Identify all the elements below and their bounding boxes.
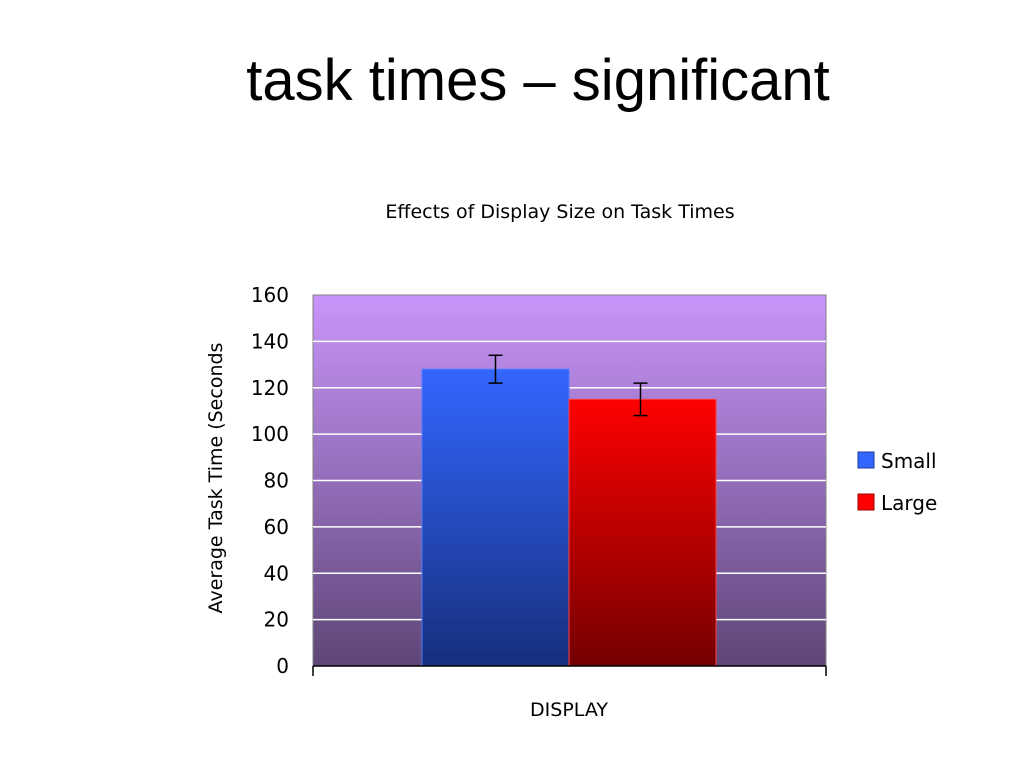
- y-tick-label: 60: [264, 515, 289, 539]
- chart-title: Effects of Display Size on Task Times: [385, 201, 734, 223]
- y-tick-label: 0: [276, 654, 289, 678]
- slide-title: task times – significant: [246, 48, 830, 113]
- y-axis-label: Average Task Time (Seconds: [205, 343, 227, 614]
- y-tick-label: 40: [264, 561, 289, 585]
- x-axis-label: DISPLAY: [530, 699, 608, 721]
- legend-swatch-small: [857, 451, 875, 469]
- legend-label-small: Small: [881, 449, 937, 473]
- legend: Small Large: [857, 449, 937, 515]
- bar-large: [568, 398, 717, 667]
- error-bar-large: [633, 382, 648, 417]
- y-tick-label: 80: [264, 469, 289, 493]
- y-tick-label: 100: [251, 422, 289, 446]
- legend-swatch-large: [857, 493, 875, 511]
- legend-label-large: Large: [881, 491, 937, 515]
- y-tick-label: 160: [251, 283, 289, 307]
- y-tick-label: 140: [251, 329, 289, 353]
- y-tick-label: 20: [264, 608, 289, 632]
- bar-small: [421, 368, 570, 667]
- error-bar-small: [488, 354, 503, 384]
- y-tick-label: 120: [251, 376, 289, 400]
